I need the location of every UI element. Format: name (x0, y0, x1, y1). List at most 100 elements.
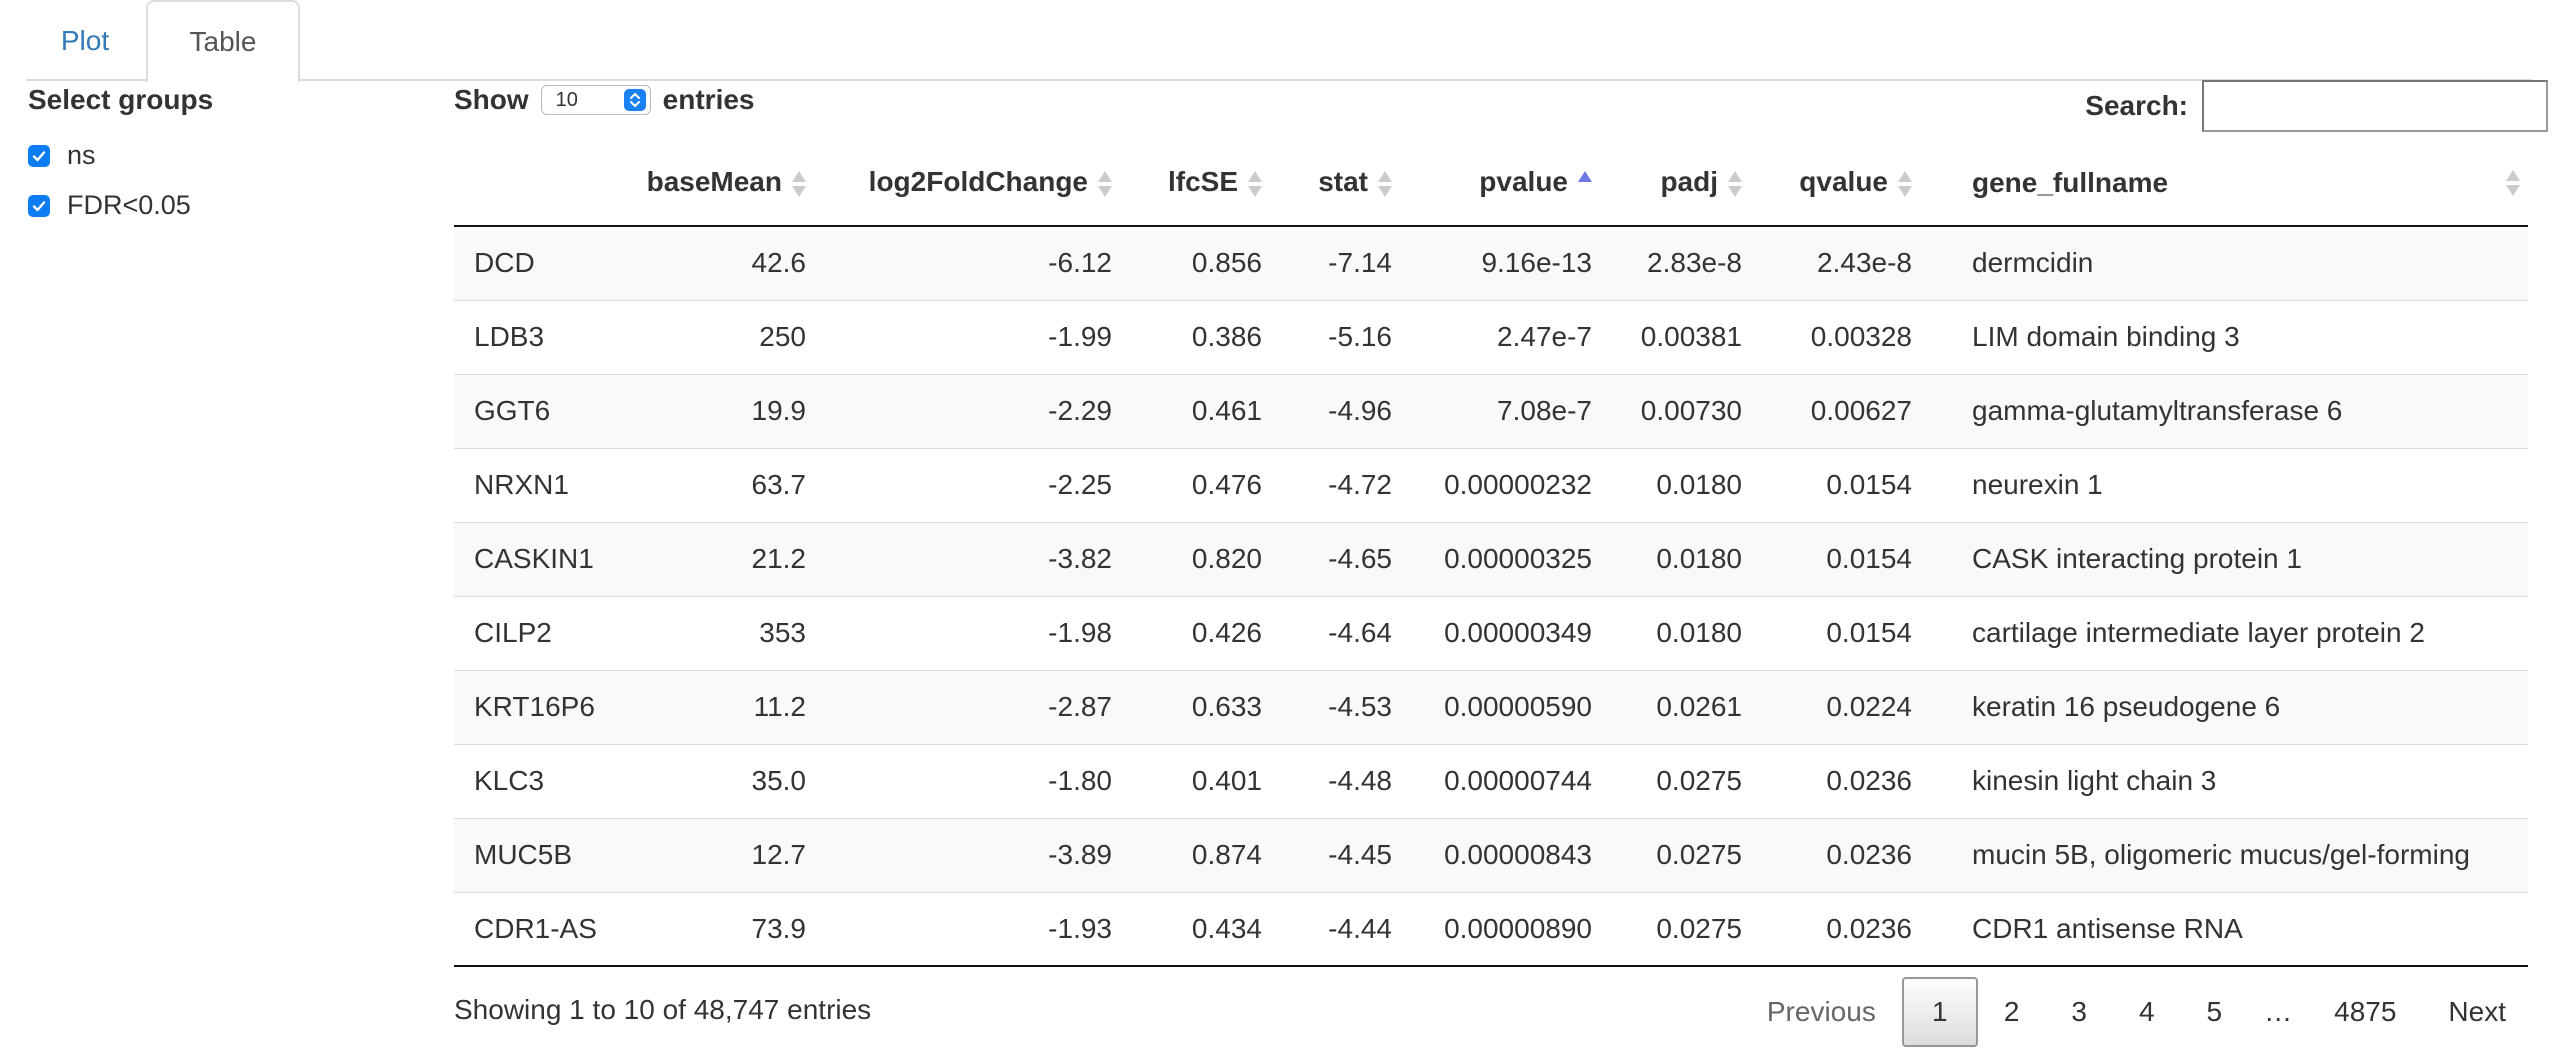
cell-qvalue: 0.0236 (1762, 743, 1932, 818)
cell-basemean: 12.7 (630, 817, 826, 892)
cell-pvalue: 0.00000843 (1412, 817, 1612, 892)
page-button-5[interactable]: 5 (2206, 996, 2223, 1027)
cell-gene-symbol: NRXN1 (454, 447, 630, 522)
cell-qvalue: 0.0236 (1762, 817, 1932, 892)
table-row: MUC5B 12.7 -3.89 0.874 -4.45 0.00000843 0.0275… (454, 817, 2528, 892)
tab-bar: Plot Table (26, 0, 2532, 83)
table-info: Showing 1 to 10 of 48,747 entries (454, 994, 872, 1025)
cell-lfcse: 0.386 (1132, 299, 1282, 374)
cell-gene-fullname: mucin 5B, oligomeric mucus/gel-forming (1932, 817, 2528, 892)
column-header-lfcse[interactable]: lfcSE (1132, 140, 1282, 227)
cell-basemean: 250 (630, 299, 826, 374)
checkbox-checked-icon[interactable] (28, 194, 50, 217)
cell-basemean: 353 (630, 595, 826, 670)
cell-stat: -4.44 (1282, 891, 1412, 967)
page-button-2[interactable]: 2 (2003, 996, 2020, 1027)
cell-qvalue: 0.0224 (1762, 669, 1932, 744)
search-input[interactable] (2202, 80, 2548, 132)
cell-lfcse: 0.874 (1132, 817, 1282, 892)
cell-basemean: 21.2 (630, 521, 826, 596)
table-row: CILP2 353 -1.98 0.426 -4.64 0.00000349 0.0180 0… (454, 595, 2528, 670)
table-row: NRXN1 63.7 -2.25 0.476 -4.72 0.00000232 0.0180… (454, 447, 2528, 522)
cell-padj: 0.0180 (1612, 595, 1762, 670)
column-header-label: baseMean (646, 166, 782, 198)
cell-qvalue: 0.0236 (1762, 891, 1932, 967)
cell-lfcse: 0.401 (1132, 743, 1282, 818)
table-row: LDB3 250 -1.99 0.386 -5.16 2.47e-7 0.00381 0.00… (454, 299, 2528, 374)
cell-stat: -5.16 (1282, 299, 1412, 374)
cell-pvalue: 0.00000590 (1412, 669, 1612, 744)
search-label: Search: (2085, 90, 2188, 121)
cell-pvalue: 0.00000232 (1412, 447, 1612, 522)
sort-both-icon (1248, 169, 1262, 199)
column-header-pvalue[interactable]: pvalue (1412, 140, 1612, 227)
tab-plot[interactable]: Plot (60, 24, 110, 56)
cell-padj: 0.0180 (1612, 521, 1762, 596)
cell-stat: -7.14 (1282, 226, 1412, 300)
cell-stat: -4.53 (1282, 669, 1412, 744)
cell-gene-symbol: DCD (454, 226, 630, 300)
column-header-label: lfcSE (1167, 166, 1238, 198)
page-button-3[interactable]: 3 (2071, 996, 2087, 1027)
column-header-gene-fullname[interactable]: gene_fullname (1932, 140, 2528, 227)
cell-padj: 0.0275 (1612, 891, 1762, 967)
cell-gene-symbol: MUC5B (454, 817, 630, 892)
cell-gene-symbol: CASKIN1 (454, 521, 630, 596)
cell-stat: -4.65 (1282, 521, 1412, 596)
cell-basemean: 11.2 (630, 669, 826, 744)
cell-qvalue: 0.00627 (1762, 373, 1932, 448)
page-button-4875[interactable]: 4875 (2334, 996, 2397, 1027)
cell-stat: -4.45 (1282, 817, 1412, 892)
cell-gene-symbol: CDR1-AS (454, 891, 630, 967)
cell-gene-fullname: kinesin light chain 3 (1932, 743, 2528, 818)
cell-log2foldchange: -1.98 (826, 595, 1132, 670)
column-header-log2foldchange[interactable]: log2FoldChange (826, 140, 1132, 227)
group-checkbox-fdr[interactable]: FDR<0.05 (28, 190, 191, 221)
next-button[interactable]: Next (2448, 996, 2506, 1027)
page-button-1[interactable]: 1 (1901, 977, 1978, 1047)
select-groups-title: Select groups (28, 84, 214, 115)
table-row: KLC3 35.0 -1.80 0.401 -4.48 0.00000744 0.0275 0… (454, 743, 2528, 818)
cell-gene-symbol: GGT6 (454, 373, 630, 448)
page-length-value: 10 (555, 88, 578, 111)
cell-lfcse: 0.476 (1132, 447, 1282, 522)
cell-gene-fullname: dermcidin (1932, 226, 2528, 300)
table-row: CASKIN1 21.2 -3.82 0.820 -4.65 0.00000325 0.01… (454, 521, 2528, 596)
table-row: CDR1-AS 73.9 -1.93 0.434 -4.44 0.00000890 0.02… (454, 891, 2528, 967)
page-length-select[interactable]: 10 (540, 85, 651, 115)
table-row: DCD 42.6 -6.12 0.856 -7.14 9.16e-13 2.83e-8 2.4… (454, 226, 2528, 300)
cell-gene-symbol: LDB3 (454, 299, 630, 374)
column-header-padj[interactable]: padj (1612, 140, 1762, 227)
cell-stat: -4.96 (1282, 373, 1412, 448)
column-header-basemean[interactable]: baseMean (630, 140, 826, 227)
column-header-qvalue[interactable]: qvalue (1762, 140, 1932, 227)
cell-basemean: 73.9 (630, 891, 826, 967)
cell-stat: -4.72 (1282, 447, 1412, 522)
cell-basemean: 63.7 (630, 447, 826, 522)
cell-log2foldchange: -3.82 (826, 521, 1132, 596)
sort-ascending-icon (1578, 169, 1592, 199)
cell-gene-fullname: LIM domain binding 3 (1932, 299, 2528, 374)
cell-lfcse: 0.820 (1132, 521, 1282, 596)
cell-qvalue: 2.43e-8 (1762, 226, 1932, 300)
cell-log2foldchange: -1.93 (826, 891, 1132, 967)
column-header-stat[interactable]: stat (1282, 140, 1412, 227)
cell-lfcse: 0.461 (1132, 373, 1282, 448)
cell-gene-fullname: CASK interacting protein 1 (1932, 521, 2528, 596)
column-header-gene-symbol[interactable] (454, 140, 630, 227)
cell-lfcse: 0.426 (1132, 595, 1282, 670)
cell-stat: -4.64 (1282, 595, 1412, 670)
previous-button[interactable]: Previous (1766, 996, 1876, 1027)
cell-log2foldchange: -2.87 (826, 669, 1132, 744)
tab-table[interactable]: Table (146, 0, 300, 83)
group-checkbox-ns[interactable]: ns (28, 140, 96, 171)
cell-gene-fullname: CDR1 antisense RNA (1932, 891, 2528, 967)
checkbox-checked-icon[interactable] (28, 144, 50, 167)
cell-gene-fullname: neurexin 1 (1932, 447, 2528, 522)
group-label-fdr: FDR<0.05 (67, 190, 191, 220)
cell-lfcse: 0.434 (1132, 891, 1282, 967)
pagination-ellipsis: … (2264, 996, 2293, 1027)
cell-log2foldchange: -2.25 (826, 447, 1132, 522)
cell-pvalue: 2.47e-7 (1412, 299, 1612, 374)
page-button-4[interactable]: 4 (2138, 996, 2155, 1027)
